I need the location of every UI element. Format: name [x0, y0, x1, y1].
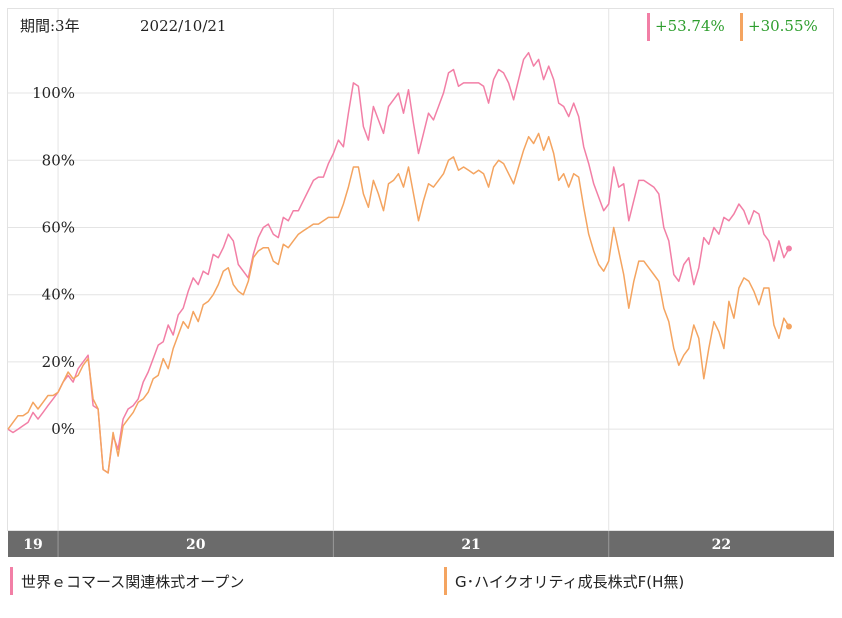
series-line-1 — [7, 51, 790, 474]
date-label: 2022/10/21 — [140, 17, 226, 35]
return-marker-2 — [740, 13, 743, 41]
y-tick-label: 40% — [42, 286, 75, 304]
x-tick-label: 21 — [461, 537, 480, 553]
y-tick-label: 20% — [42, 353, 75, 371]
legend-swatch-2 — [444, 567, 447, 595]
plot-area — [7, 8, 834, 531]
legend-swatch-1 — [10, 567, 13, 595]
period-label: 期間:3年 — [20, 17, 80, 35]
y-axis: 0% 20% 40% 60% 80% 100% — [32, 84, 75, 438]
x-axis-band — [58, 531, 334, 557]
series-end-point-2 — [785, 323, 792, 330]
legend-item-2: G･ハイクオリティ成長株式F(H無) — [444, 566, 684, 596]
x-axis: 19 20 21 22 — [8, 531, 834, 557]
x-axis-band — [333, 531, 609, 557]
x-tick-label: 20 — [186, 537, 206, 553]
x-axis-band — [8, 531, 59, 557]
series-lines — [7, 51, 792, 474]
return-marker-1 — [647, 13, 650, 41]
legend-label-1: 世界ｅコマース関連株式オープン — [21, 572, 245, 591]
y-tick-label: 0% — [51, 420, 75, 438]
series-end-point-1 — [785, 245, 792, 252]
grid — [8, 9, 834, 530]
legend-label-2: G･ハイクオリティ成長株式F(H無) — [455, 572, 685, 591]
return-value-1: +53.74% — [655, 17, 725, 35]
legend-item-1: 世界ｅコマース関連株式オープン — [10, 566, 244, 596]
series-line-2 — [7, 132, 790, 474]
return-value-2: +30.55% — [748, 17, 818, 35]
x-tick-label: 22 — [712, 537, 731, 553]
y-tick-label: 60% — [42, 218, 75, 236]
y-tick-label: 100% — [32, 84, 75, 102]
x-tick-label: 19 — [23, 537, 42, 553]
y-tick-label: 80% — [42, 151, 75, 169]
x-axis-band — [608, 531, 834, 557]
